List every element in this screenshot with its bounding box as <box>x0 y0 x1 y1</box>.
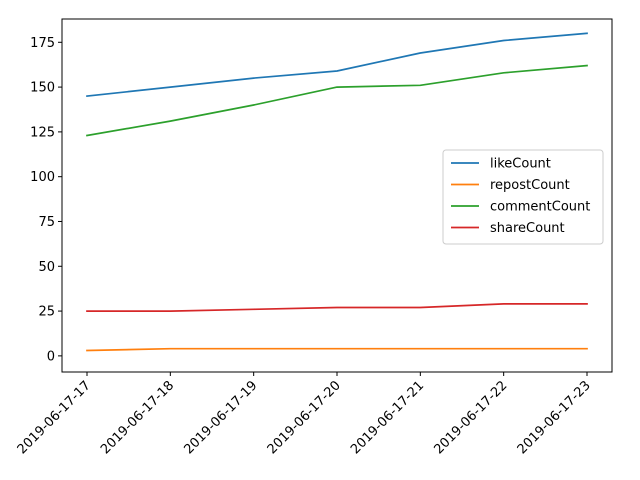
x-tick-label: 2019-06-17-22 <box>431 378 510 457</box>
legend-label-shareCount: shareCount <box>490 221 565 236</box>
series-line-likeCount <box>86 32 588 98</box>
series-line-repostCount <box>86 347 588 352</box>
legend-label-repostCount: repostCount <box>490 178 570 193</box>
y-tick-label: 125 <box>30 125 55 140</box>
legend-box <box>442 149 604 245</box>
y-tick-label: 175 <box>30 36 55 51</box>
legend: likeCount repostCount commentCount shareCou… <box>442 149 604 245</box>
x-tick-label: 2019-06-17-19 <box>181 378 260 457</box>
x-tick-label: 2019-06-17-23 <box>515 378 594 457</box>
y-tick-label: 25 <box>38 305 55 320</box>
x-tick-label: 2019-06-17-20 <box>265 378 344 457</box>
series-lines <box>86 32 588 352</box>
y-tick-label: 50 <box>38 260 55 275</box>
series-line-commentCount <box>86 64 588 137</box>
y-axis: 0 25 50 75 100 125 150 175 <box>30 36 62 364</box>
legend-label-commentCount: commentCount <box>490 200 590 215</box>
x-axis: 2019-06-17-17 2019-06-17-18 2019-06-17-19 2… <box>15 372 594 457</box>
y-tick-label: 100 <box>30 170 55 185</box>
x-tick-label: 2019-06-17-17 <box>15 378 94 457</box>
x-tick-label: 2019-06-17-18 <box>98 378 177 457</box>
y-tick-label: 75 <box>38 215 55 230</box>
series-line-shareCount <box>86 303 588 312</box>
y-tick-label: 0 <box>47 349 55 364</box>
x-tick-label: 2019-06-17-21 <box>348 378 427 457</box>
y-tick-label: 150 <box>30 81 55 96</box>
legend-label-likeCount: likeCount <box>490 157 551 172</box>
